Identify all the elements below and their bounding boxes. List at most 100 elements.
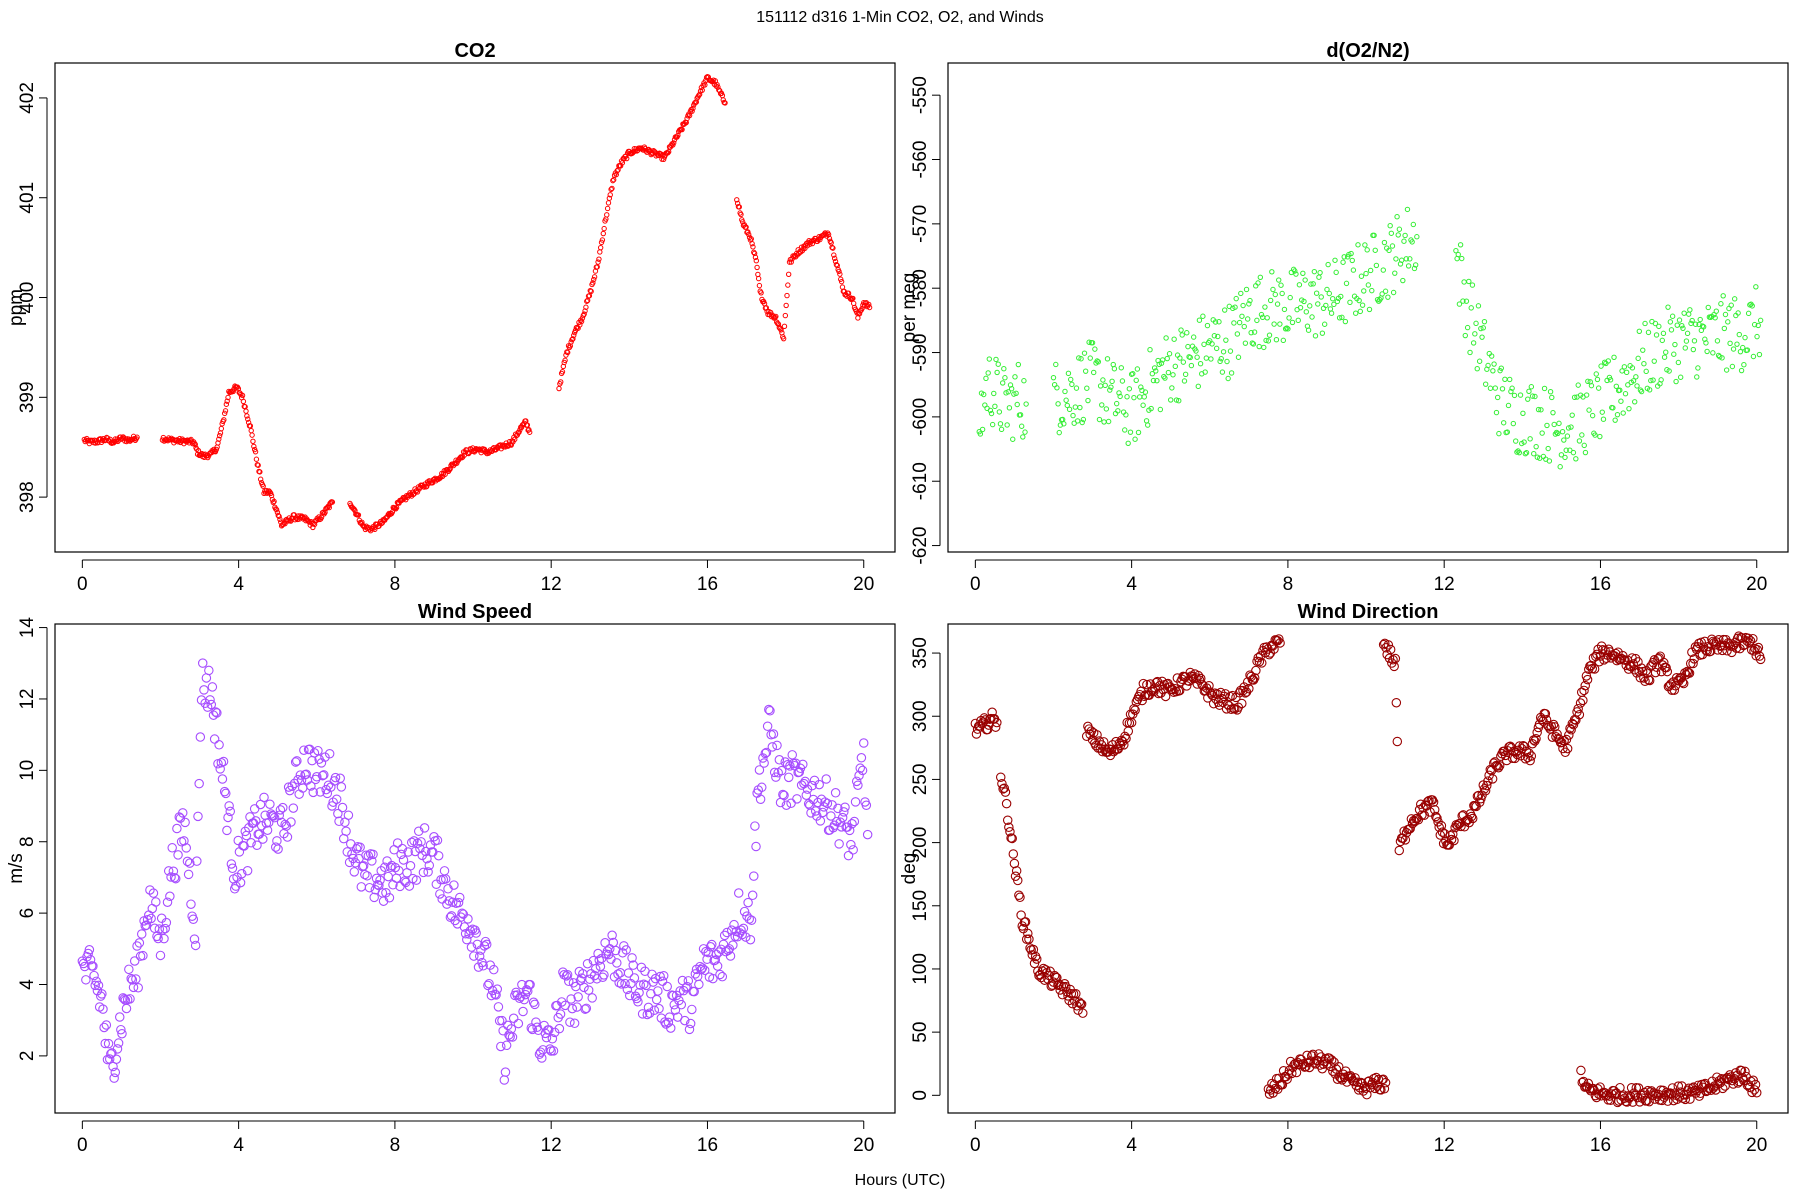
o2n2-point [1061,421,1067,427]
co2-point [569,336,575,343]
o2n2-point [1064,402,1070,409]
o2n2-point [1632,399,1638,405]
wind-speed-point [295,770,306,780]
o2n2-point [1665,304,1671,310]
o2n2-point [1308,281,1314,287]
o2n2-point [1270,286,1276,293]
wind-speed-point [194,778,204,789]
wind-speed-point [214,740,224,750]
co2-ylabel: ppm [6,289,27,326]
o2n2-point [1343,280,1350,287]
o2n2-point [1735,310,1741,316]
co2-x-tick-label: 20 [853,574,874,595]
o2n2-point [1663,349,1669,355]
wind-direction-point [1682,666,1692,677]
o2n2-point [1225,375,1231,382]
wind-speed-point [783,772,794,783]
o2n2-point [1158,360,1165,366]
wind-direction-point [1437,827,1448,837]
o2n2-point [1200,313,1206,319]
wind-speed-point [225,806,236,817]
wind-speed-point [711,949,722,960]
wind-direction-point [1106,744,1117,755]
o2n2-point [1279,290,1285,297]
o2n2-point [1300,270,1306,277]
wind-speed-point [397,843,408,854]
co2-point [556,385,562,392]
o2n2-point [1412,262,1419,268]
o2n2-point [1240,302,1246,309]
wind-speed-point [710,955,721,965]
o2n2-y-tick-label: -600 [910,398,931,436]
o2n2-point [1563,447,1569,453]
co2-plot-frame [54,62,896,553]
wind-direction-point [1552,729,1562,739]
o2n2-plot-frame [947,62,1789,553]
o2n2-point [1166,351,1173,357]
wind-direction-point [1055,985,1065,995]
o2n2-point [1342,318,1349,325]
wind-speed-point [715,969,725,980]
co2-point [571,332,577,339]
wind-speed-point [507,1032,518,1042]
co2-point [764,308,770,315]
wind-speed-x-tick-label: 0 [77,1135,88,1156]
wind-speed-point [170,873,181,884]
wind-direction-point [1237,698,1247,709]
wind-direction-point [1052,972,1062,983]
o2n2-point [1500,420,1507,426]
wind-speed-point [186,899,196,909]
o2n2-point [1511,392,1518,399]
wind-direction-point [1717,645,1728,656]
o2n2-point [1018,423,1025,429]
o2n2-point [1700,324,1707,330]
o2n2-point [1132,436,1138,442]
wind-speed-point [696,964,706,975]
wind-speed-point [822,798,833,809]
o2n2-point [1340,259,1346,265]
wind-direction-point [1431,811,1441,822]
wind-direction-x-tick-label: 12 [1434,1135,1455,1156]
wind-speed-point [455,892,465,903]
wind-speed-point [207,682,218,692]
wind-direction-point [1647,660,1657,670]
co2-point [600,230,606,237]
co2-point [734,197,740,203]
wind-direction-point [1449,835,1459,846]
o2n2-point [1289,319,1296,326]
wind-direction-plot-frame [947,623,1789,1114]
o2n2-point [1013,390,1019,397]
o2n2-point [1523,450,1530,456]
co2-point [578,318,585,325]
o2n2-title: d(O2/N2) [1326,40,1409,62]
wind-direction-point [1531,733,1541,744]
o2n2-point [1496,430,1502,437]
wind-speed-point [195,732,206,742]
o2n2-point [1588,382,1595,389]
o2n2-point [989,421,996,428]
o2n2-point [1332,257,1338,263]
o2n2-point [1561,437,1567,443]
o2n2-point [1234,331,1241,337]
wind-speed-point [390,862,401,873]
wind-speed-point [846,839,856,850]
o2n2-point [1271,321,1277,327]
o2n2-point [1755,322,1761,329]
wind-direction-point [1383,640,1394,650]
wind-speed-point [564,976,574,987]
wind-speed-point [754,765,765,775]
o2n2-point [1398,257,1405,263]
wind-speed-point [134,938,145,948]
wind-speed-point [224,801,234,811]
wind-direction-point [1427,795,1438,805]
wind-speed-point [133,983,143,993]
wind-speed-point [216,758,227,768]
o2n2-point [1333,269,1339,276]
co2-point [447,466,453,472]
wind-direction-point [1659,657,1669,668]
wind-direction-point [1487,774,1498,784]
wind-direction-point [1333,1061,1344,1072]
wind-direction-point [1008,849,1019,859]
wind-speed-point [369,892,379,903]
wind-speed-point [227,863,238,874]
